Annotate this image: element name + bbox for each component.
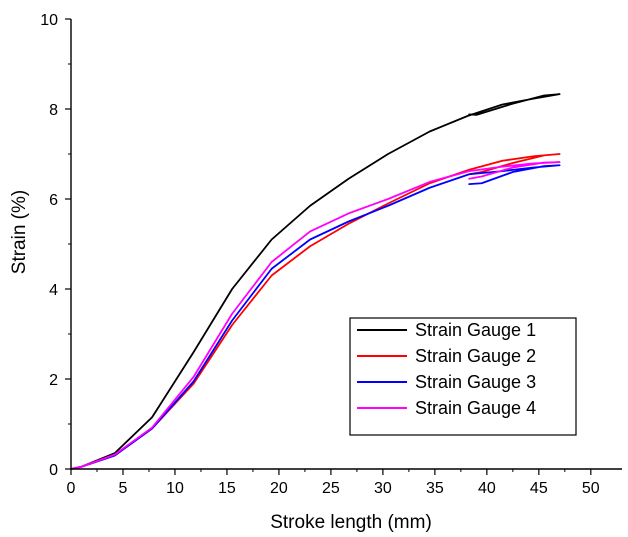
series-line-strain-gauge-1 — [70, 93, 561, 470]
x-tick-label-35: 35 — [426, 480, 444, 497]
y-tick-label-10: 10 — [40, 12, 58, 29]
x-tick-label-50: 50 — [582, 480, 600, 497]
x-tick-label-15: 15 — [218, 480, 236, 497]
y-tick-label-2: 2 — [49, 372, 58, 389]
ticks-layer: 0 5 10 15 20 25 30 35 40 45 50 0 2 4 6 8 10 — [40, 12, 600, 497]
x-tick-label-30: 30 — [374, 480, 392, 497]
x-tick-label-10: 10 — [166, 480, 184, 497]
legend-label-strain-gauge-2: Strain Gauge 2 — [415, 346, 536, 366]
legend: Strain Gauge 1 Strain Gauge 2 Strain Gauge… — [349, 317, 577, 436]
legend-label-strain-gauge-1: Strain Gauge 1 — [415, 320, 536, 340]
x-tick-label-5: 5 — [119, 480, 128, 497]
x-tick-label-45: 45 — [530, 480, 548, 497]
x-tick-label-20: 20 — [270, 480, 288, 497]
y-tick-label-8: 8 — [49, 102, 58, 119]
y-tick-label-0: 0 — [49, 462, 58, 479]
series-line-strain-gauge-4 — [70, 161, 561, 470]
series-layer — [70, 93, 561, 470]
legend-label-strain-gauge-3: Strain Gauge 3 — [415, 372, 536, 392]
x-tick-label-25: 25 — [322, 480, 340, 497]
y-tick-label-6: 6 — [49, 192, 58, 209]
y-axis-label: Strain (%) — [9, 190, 30, 274]
legend-box — [349, 317, 577, 436]
x-axis-label: Stroke length (mm) — [270, 512, 432, 533]
x-tick-label-0: 0 — [67, 480, 76, 497]
y-tick-label-4: 4 — [49, 282, 58, 299]
legend-label-strain-gauge-4: Strain Gauge 4 — [415, 398, 536, 418]
x-tick-label-40: 40 — [478, 480, 496, 497]
